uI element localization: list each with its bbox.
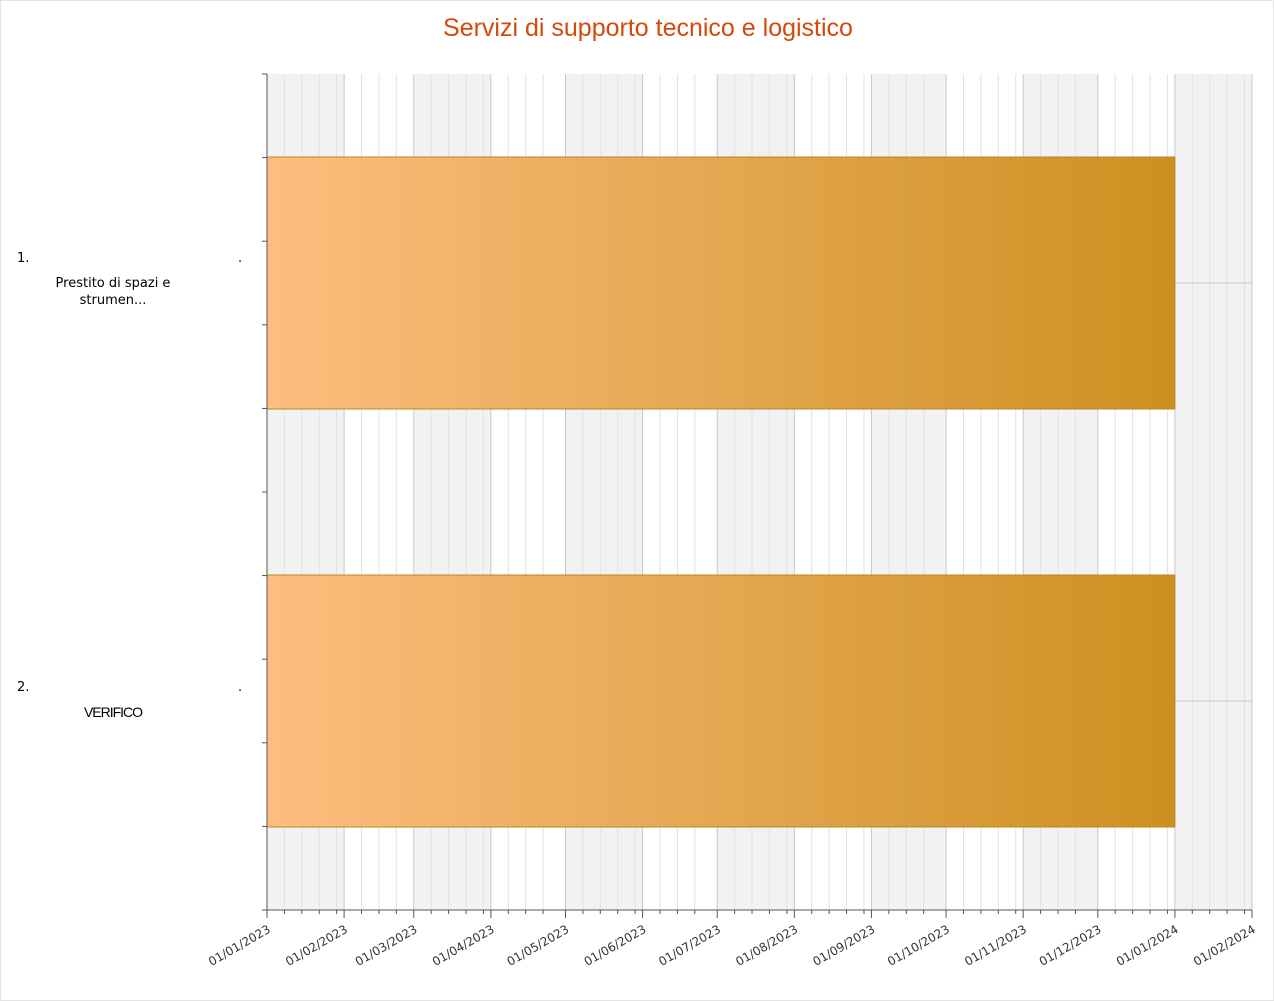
task-1-number: 1. [17,251,30,266]
x-tick-label: 01/08/2023 [733,922,800,969]
task-1-label: Prestito di spazi e strumen... [48,275,178,309]
x-tick-label: 01/02/2023 [283,922,350,969]
x-tick-label: 01/10/2023 [885,922,952,969]
task-bars [266,156,1176,828]
task-2-dot: . [238,680,243,695]
x-tick-label: 01/12/2023 [1037,922,1104,969]
task-2-label-line-1: VERIFICO [83,704,143,720]
task-2-label: VERIFICO [48,704,178,721]
task-2-number: 2. [17,680,30,695]
chart-title: Servizi di supporto tecnico e logistico [443,14,853,42]
task-1-dot: . [238,251,243,266]
x-tick-label: 01/04/2023 [430,922,497,969]
x-tick-label: 01/02/2024 [1191,922,1258,969]
task-1-label-line-1: Prestito di spazi e [55,276,171,291]
x-tick-label: 01/07/2023 [656,922,723,969]
x-tick-label: 01/01/2023 [206,922,273,969]
month-band [1174,74,1252,910]
x-tick-label: 01/06/2023 [582,922,649,969]
task-bar-2 [266,574,1176,828]
x-tick-label: 01/11/2023 [962,922,1029,969]
x-tick-label: 01/05/2023 [504,922,571,969]
task-bar-1 [266,156,1176,410]
x-axis-ticks [266,910,1253,918]
x-tick-label: 01/01/2024 [1114,922,1181,969]
x-tick-label: 01/03/2023 [353,922,420,969]
x-tick-label: 01/09/2023 [810,922,877,969]
task-1-label-line-2: strumen... [79,293,147,308]
x-axis-tick-labels: 01/01/2023 01/02/2023 01/03/2023 01/04/2023… [206,922,1258,969]
